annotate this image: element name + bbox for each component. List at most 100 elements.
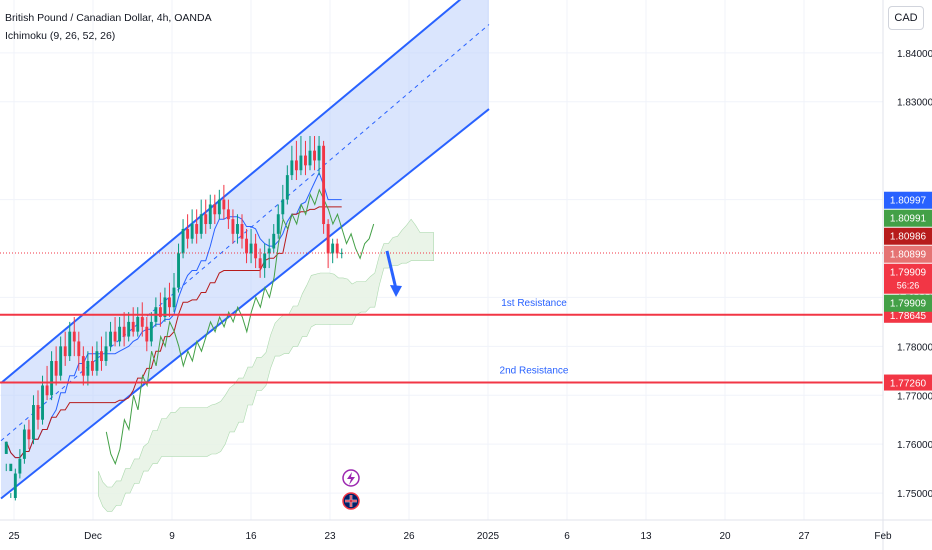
candle-body bbox=[158, 307, 162, 317]
candle-body bbox=[267, 248, 271, 254]
indicator-label[interactable]: Ichimoku (9, 26, 52, 26) bbox=[5, 30, 116, 42]
x-tick-label: 27 bbox=[798, 531, 810, 542]
candle-body bbox=[181, 228, 185, 254]
cloud-area bbox=[98, 218, 434, 512]
candle-body bbox=[100, 351, 103, 362]
candle-body bbox=[90, 361, 94, 371]
chart-title: British Pound / Canadian Dollar, 4h, OAN… bbox=[5, 12, 212, 24]
y-tick-label: 1.77000 bbox=[897, 391, 932, 402]
candle-body bbox=[27, 429, 31, 440]
candle-body bbox=[145, 326, 149, 342]
lagging-span bbox=[105, 188, 375, 466]
candle-body bbox=[335, 243, 339, 254]
price-axis: 1.840001.830001.810001.790001.780001.770… bbox=[882, 0, 932, 550]
candle-body bbox=[245, 238, 248, 254]
price-label: 1.80997 bbox=[890, 196, 927, 207]
candle-body bbox=[294, 160, 298, 171]
down-arrow-shaft bbox=[385, 250, 398, 290]
annotations bbox=[0, 250, 883, 510]
candle-body bbox=[122, 326, 126, 337]
down-arrow-head bbox=[390, 284, 402, 297]
candle-body bbox=[258, 258, 262, 269]
candle-body bbox=[226, 209, 230, 220]
x-tick-label: Feb bbox=[874, 531, 892, 542]
candle-body bbox=[222, 199, 226, 210]
candle-body bbox=[63, 346, 67, 357]
candle-body bbox=[285, 175, 289, 200]
candle-body bbox=[331, 243, 335, 254]
price-label: 1.80986 bbox=[890, 232, 927, 243]
y-tick-label: 1.76000 bbox=[897, 440, 932, 451]
x-tick-label: 26 bbox=[403, 531, 415, 542]
candle-body bbox=[18, 458, 22, 474]
candle-body bbox=[340, 252, 344, 254]
candle-body bbox=[113, 331, 117, 342]
candle-body bbox=[95, 351, 99, 371]
price-label-bg bbox=[884, 263, 932, 294]
candle-body bbox=[199, 214, 203, 234]
candle-body bbox=[9, 463, 13, 472]
price-label-bg bbox=[884, 294, 932, 312]
y-tick-label: 1.84000 bbox=[897, 49, 932, 60]
candle-body bbox=[77, 341, 81, 357]
candle-body bbox=[68, 331, 72, 357]
flag-cross-red bbox=[345, 495, 357, 507]
candle-body bbox=[240, 224, 244, 239]
price-label: 1.80991 bbox=[890, 214, 927, 225]
candle-body bbox=[308, 150, 312, 166]
candle-body bbox=[236, 224, 239, 234]
resistance-label: 2nd Resistance bbox=[500, 366, 569, 377]
candle-body bbox=[290, 160, 294, 176]
candle-body bbox=[131, 321, 135, 332]
x-tick-label: 13 bbox=[640, 531, 652, 542]
candle-body bbox=[50, 361, 54, 396]
y-tick-label: 1.83000 bbox=[897, 98, 932, 109]
candle-body bbox=[163, 297, 167, 317]
x-tick-label: Dec bbox=[84, 531, 102, 542]
candle-body bbox=[4, 441, 8, 454]
candle-body bbox=[168, 297, 171, 308]
currency-button[interactable]: CAD bbox=[888, 6, 924, 30]
candle-body bbox=[276, 214, 280, 234]
candle-body bbox=[190, 224, 194, 239]
candle-body bbox=[41, 385, 44, 420]
candle-body bbox=[32, 405, 35, 440]
candle-body bbox=[45, 385, 49, 396]
channel-lower bbox=[0, 108, 490, 500]
candle-body bbox=[231, 219, 235, 234]
resistance-tag-bg bbox=[884, 374, 932, 391]
x-tick-label: 6 bbox=[564, 531, 570, 542]
candle-body bbox=[249, 243, 253, 254]
candle-body bbox=[13, 473, 17, 498]
candle-body bbox=[254, 243, 258, 259]
candle-body bbox=[140, 316, 144, 327]
x-tick-label: 16 bbox=[245, 531, 257, 542]
price-label: 1.80899 bbox=[890, 250, 927, 261]
candle-body bbox=[313, 150, 316, 161]
candle-body bbox=[54, 361, 58, 376]
price-label-bg bbox=[884, 209, 932, 227]
candle-body bbox=[299, 155, 303, 171]
candle-body bbox=[217, 199, 221, 215]
candle-body bbox=[172, 287, 176, 308]
candle-body bbox=[186, 228, 190, 239]
resistance-levels: 1st Resistance 1.78645 2nd Resistance 1.772… bbox=[0, 298, 932, 391]
candle-body bbox=[272, 233, 276, 249]
x-tick-label: 20 bbox=[719, 531, 731, 542]
price-label-bg bbox=[884, 227, 932, 245]
candle-body bbox=[104, 346, 108, 362]
candle-body bbox=[263, 253, 267, 269]
candle-body bbox=[204, 214, 208, 225]
candle-body bbox=[149, 321, 153, 342]
candle-body bbox=[109, 331, 112, 347]
y-tick-label: 1.78000 bbox=[897, 342, 932, 353]
candle-body bbox=[127, 321, 131, 337]
candle-body bbox=[208, 204, 212, 225]
price-label-bg bbox=[884, 191, 932, 209]
resistance-tag: 1.78645 bbox=[890, 311, 927, 322]
lightning-glyph bbox=[347, 472, 355, 485]
candle-body bbox=[136, 316, 140, 332]
y-tick-label: 1.75000 bbox=[897, 489, 932, 500]
ichimoku-cloud bbox=[98, 218, 434, 512]
